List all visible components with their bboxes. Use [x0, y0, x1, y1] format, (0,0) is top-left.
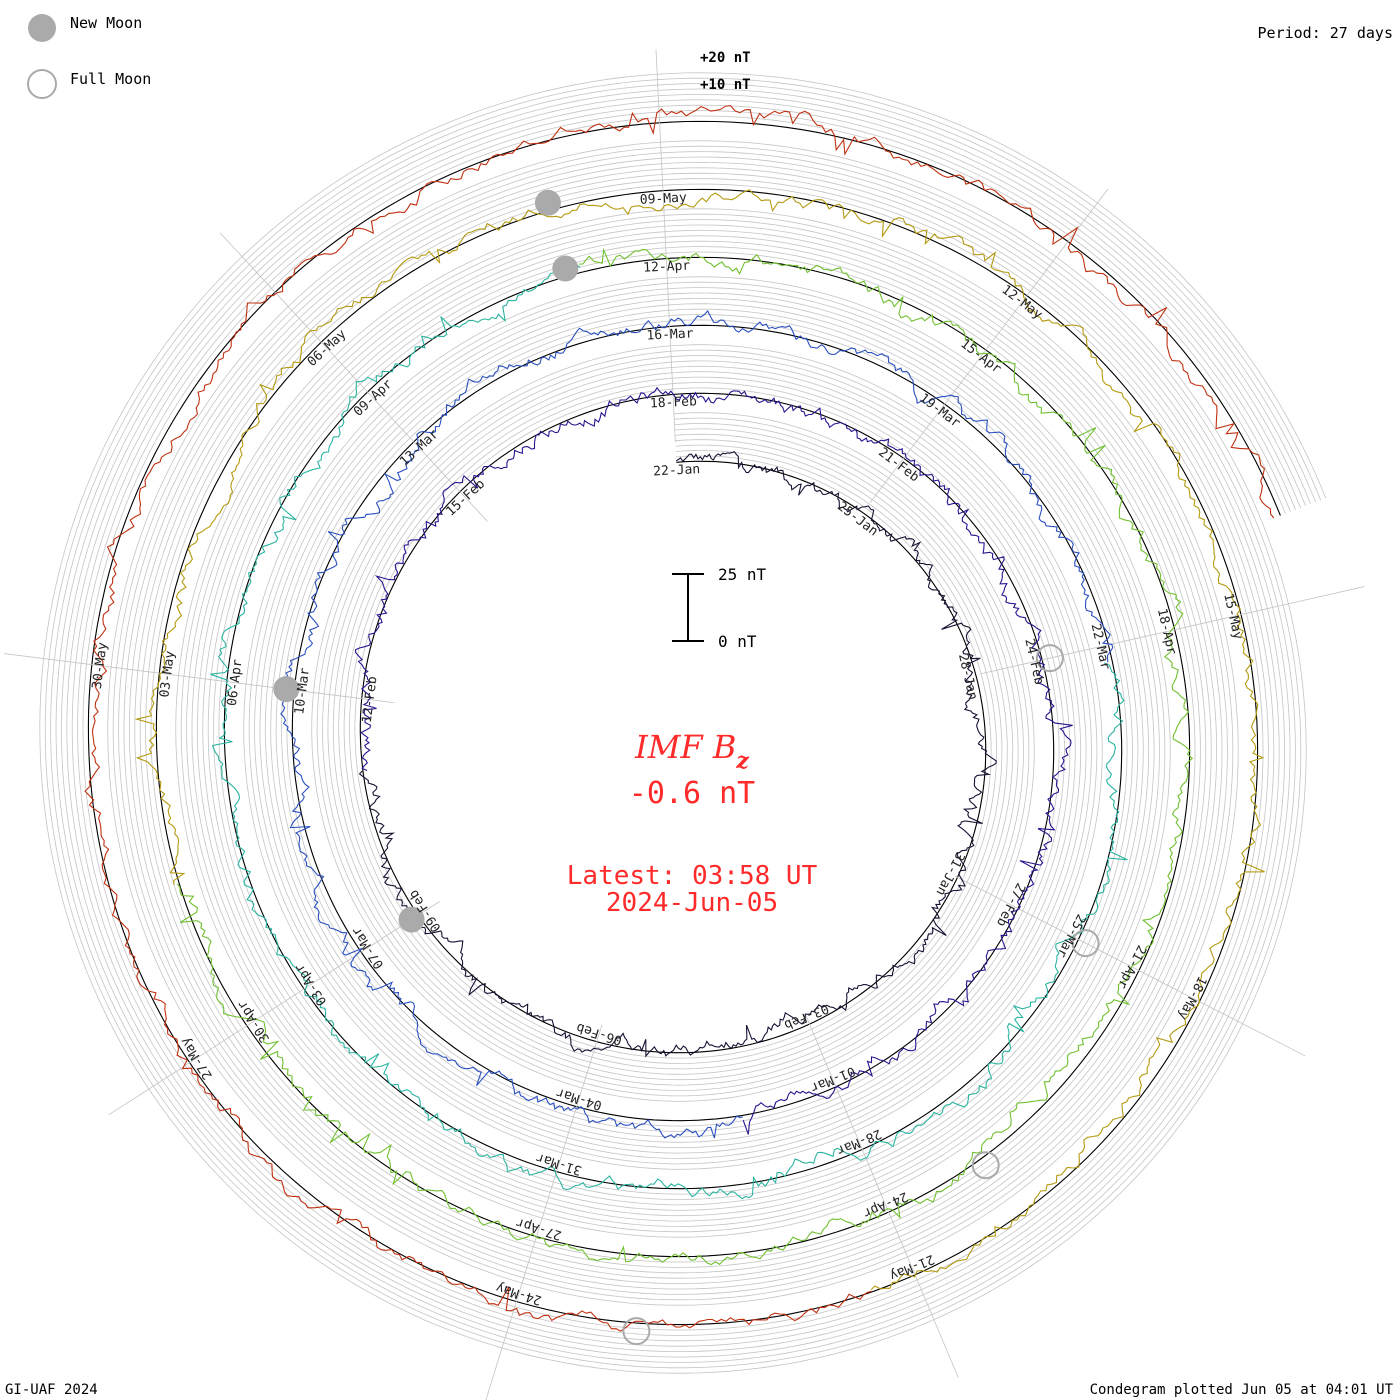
- date-label: 12-Feb: [360, 675, 381, 724]
- moon-layer: [273, 189, 1100, 1346]
- radial-spoke-5: [485, 1024, 603, 1400]
- date-label: 24-Apr: [861, 1188, 910, 1220]
- radial-spoke-0: [655, 49, 676, 443]
- grid-layer: [3, 49, 1365, 1400]
- footer-credit: GI-UAF 2024: [5, 1382, 98, 1398]
- latest-date: 2024-Jun-05: [606, 888, 778, 918]
- date-label: 24-May: [494, 1279, 543, 1307]
- radial-spoke-8: [219, 232, 488, 522]
- date-label: 16-Mar: [646, 326, 694, 343]
- latest-value: -0.6 nT: [629, 776, 755, 811]
- imf-bz-trace-segment-0: [358, 451, 997, 1058]
- date-label: 28-Mar: [834, 1126, 883, 1158]
- radial-spoke-7: [3, 653, 395, 704]
- date-label: 03-May: [157, 650, 178, 699]
- date-label: 31-Jan: [933, 849, 968, 898]
- date-label: 01-Mar: [808, 1063, 857, 1095]
- date-label: 15-Apr: [957, 337, 1004, 377]
- legend-full-moon-label: Full Moon: [70, 70, 151, 88]
- new-moon-marker: [273, 676, 300, 703]
- full-moon-marker: [1035, 644, 1064, 673]
- imf-bz-trace-segment-5: [134, 189, 1265, 1291]
- new-moon-marker: [534, 189, 561, 216]
- date-label: 03-Feb: [782, 1000, 831, 1032]
- date-label: 06-Apr: [225, 658, 246, 707]
- imf-bz-trace-segment-2: [278, 310, 1114, 1139]
- radial-spoke-6: [108, 901, 440, 1116]
- imf-bz-trace-segment-1: [355, 386, 1073, 1135]
- date-label: 30-May: [90, 641, 111, 690]
- new-moon-icon: [28, 14, 56, 42]
- date-label: 21-May: [887, 1251, 936, 1283]
- legend-new-moon-label: New Moon: [70, 14, 142, 32]
- scale-bar-top-label: 25 nT: [718, 565, 767, 584]
- date-label: 18-Feb: [650, 394, 698, 411]
- period-label: Period: 27 days: [1258, 24, 1393, 42]
- date-label: 10-Mar: [292, 667, 313, 716]
- full-moon-marker: [622, 1317, 651, 1346]
- series-layer: [84, 105, 1275, 1332]
- scale-bar-bottom-label: 0 nT: [718, 632, 757, 651]
- radial-spoke-1: [869, 188, 1109, 503]
- date-label: 31-Mar: [534, 1149, 583, 1177]
- latest-time: Latest: 03:58 UT: [567, 861, 818, 891]
- date-label: 06-Feb: [574, 1019, 623, 1047]
- ring-label-plus20: +20 nT: [700, 50, 751, 66]
- date-label: 09-May: [640, 191, 688, 208]
- chart-title-subscript: z: [735, 748, 749, 774]
- new-moon-marker: [398, 906, 425, 933]
- chart-title-main: IMF B: [634, 728, 736, 766]
- imf-bz-trace-segment-4: [176, 247, 1194, 1266]
- imf-bz-trace-segment-6: [84, 105, 1275, 1332]
- grid-spiral-2: [77, 110, 1291, 1336]
- full-moon-marker: [971, 1151, 1000, 1180]
- date-label: 22-Jan: [653, 462, 701, 479]
- chart-title: IMF Bz: [634, 728, 749, 774]
- date-label: 12-Apr: [643, 258, 691, 275]
- ring-label-plus10: +10 nT: [700, 77, 751, 93]
- footer-plotted-time: Condegram plotted Jun 05 at 04:01 UT: [1090, 1382, 1394, 1398]
- new-moon-marker: [552, 255, 579, 282]
- radial-spoke-4: [805, 1014, 959, 1378]
- radial-spoke-3: [954, 875, 1306, 1057]
- full-moon-marker: [1071, 929, 1100, 958]
- full-moon-icon: [27, 69, 57, 99]
- imf-bz-trace-segment-3: [210, 262, 1128, 1200]
- date-label: 15-Feb: [443, 476, 488, 519]
- date-label: 25-Jan: [834, 499, 880, 539]
- radial-spoke-2: [980, 586, 1365, 675]
